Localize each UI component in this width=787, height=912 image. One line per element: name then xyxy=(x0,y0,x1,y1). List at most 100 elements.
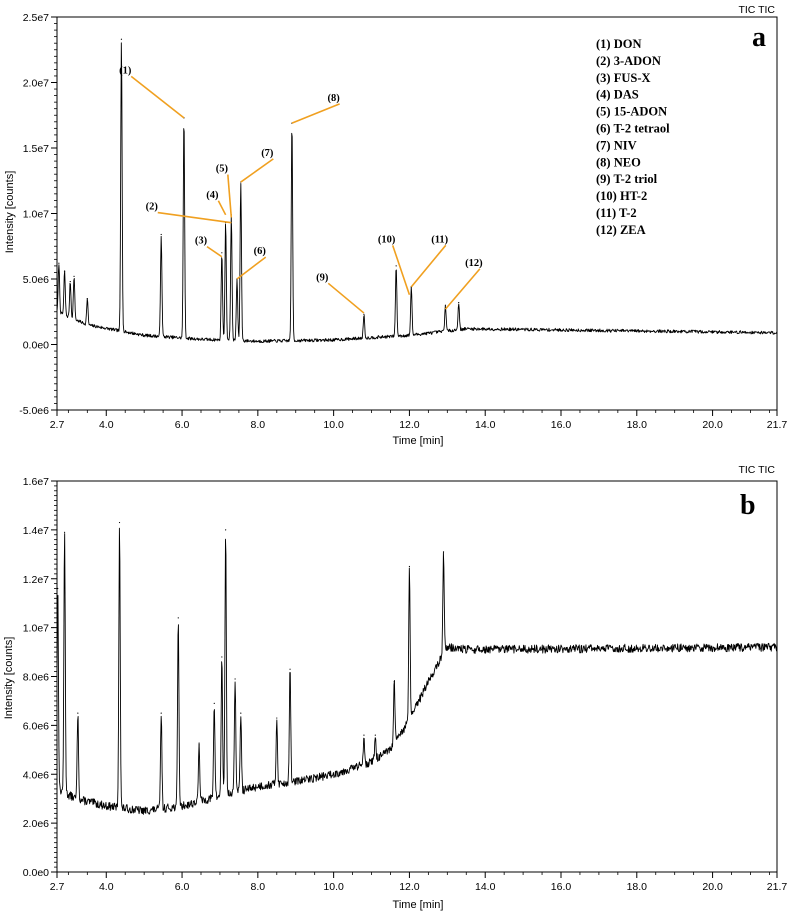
chart-a: TIC TIC a Time [min] Intensity [counts] … xyxy=(4,4,787,447)
y-tick-label: 1.5e7 xyxy=(23,143,49,155)
x-axis-label: Time [min] xyxy=(393,899,444,911)
peak-label: (7) xyxy=(261,148,274,159)
peak-point xyxy=(177,617,179,619)
x-tick-label: 16.0 xyxy=(551,881,572,893)
peak-label: (9) xyxy=(316,272,329,283)
chart-header: TIC TIC xyxy=(738,464,775,476)
y-tick-label: 6.0e6 xyxy=(23,720,49,732)
tic-trace xyxy=(56,527,778,815)
panel-label: a xyxy=(752,22,766,53)
peak-point xyxy=(160,712,162,714)
x-tick-label: 20.0 xyxy=(702,881,723,893)
legend-entry: (1) DON xyxy=(596,37,641,51)
peak-point xyxy=(374,734,376,736)
legend-entry: (5) 15-ADON xyxy=(596,105,667,119)
peak-leader-line xyxy=(236,256,267,280)
peak-point xyxy=(240,712,242,714)
peak-label: (10) xyxy=(378,234,396,245)
peak-point xyxy=(160,233,162,236)
peak-point xyxy=(393,680,395,682)
peak-point xyxy=(221,656,223,658)
legend-entry: (12) ZEA xyxy=(596,223,646,237)
y-tick-label: 0.0e0 xyxy=(23,867,49,879)
peak-point xyxy=(120,38,123,40)
peak-point xyxy=(69,281,71,283)
peak-leader-line xyxy=(130,75,185,119)
peak-leader-line xyxy=(217,200,227,216)
peak-point xyxy=(234,678,236,680)
y-tick-label: 8.0e6 xyxy=(23,672,49,684)
peak-point xyxy=(73,275,75,277)
peak-point xyxy=(442,551,445,553)
peak-leader-line xyxy=(410,244,447,288)
peak-point xyxy=(289,668,291,670)
x-tick-label: 6.0 xyxy=(175,419,190,431)
x-tick-label: 8.0 xyxy=(251,881,266,893)
peak-point xyxy=(408,565,411,568)
peak-point xyxy=(363,734,365,736)
y-tick-label: -5.0e6 xyxy=(19,405,49,417)
peak-leader-line xyxy=(206,245,223,258)
peak-point xyxy=(63,270,66,272)
peak-label: (8) xyxy=(328,93,341,104)
tic-trace xyxy=(56,42,778,343)
peak-point xyxy=(57,587,59,590)
peak-leader-line xyxy=(227,174,233,218)
x-tick-label: 4.0 xyxy=(99,419,114,431)
x-tick-label: 8.0 xyxy=(251,419,266,431)
y-tick-label: 1.6e7 xyxy=(23,476,49,488)
x-tick-label: 12.0 xyxy=(399,419,420,431)
peak-point xyxy=(213,702,215,704)
panel-label: b xyxy=(740,490,756,521)
y-tick-label: 0.0e0 xyxy=(23,340,49,352)
peak-label: (5) xyxy=(216,164,229,175)
peak-leader-line xyxy=(291,103,340,124)
x-tick-label: 6.0 xyxy=(175,881,190,893)
peak-leader-line xyxy=(444,268,481,310)
x-tick-label: 20.0 xyxy=(702,419,723,431)
legend-entry: (2) 3-ADON xyxy=(596,54,661,68)
x-axis-label: Time [min] xyxy=(393,435,444,447)
x-tick-label: 4.0 xyxy=(99,881,114,893)
y-tick-label: 1.4e7 xyxy=(23,525,49,537)
peak-label: (3) xyxy=(195,236,208,247)
x-tick-label: 16.0 xyxy=(551,419,572,431)
legend-entry: (10) HT-2 xyxy=(596,189,647,203)
y-tick-label: 2.0e6 xyxy=(23,818,49,830)
peak-point xyxy=(118,521,121,524)
x-tick-label: 14.0 xyxy=(475,419,496,431)
peak-point xyxy=(458,301,460,304)
chart-b: TIC TIC b Time [min] Intensity [counts] … xyxy=(3,464,787,911)
x-tick-label: 10.0 xyxy=(323,419,344,431)
peak-point xyxy=(225,529,227,531)
peak-point xyxy=(444,304,447,306)
peak-label: (11) xyxy=(431,234,448,245)
legend-entry: (11) T-2 xyxy=(596,206,637,220)
y-tick-label: 1.0e7 xyxy=(23,209,49,221)
x-tick-label: 21.7 xyxy=(767,881,787,893)
peak-label: (6) xyxy=(254,246,267,257)
legend-entry: (4) DAS xyxy=(596,88,639,102)
peak-label: (4) xyxy=(206,190,219,201)
x-tick-label: 2.7 xyxy=(50,419,65,431)
peak-point xyxy=(276,717,278,719)
legend-entry: (7) NIV xyxy=(596,138,637,152)
y-tick-label: 1.2e7 xyxy=(23,574,49,586)
peak-point xyxy=(86,298,88,300)
x-tick-label: 12.0 xyxy=(399,881,420,893)
x-tick-label: 18.0 xyxy=(627,881,648,893)
y-tick-label: 2.5e7 xyxy=(23,12,49,24)
x-tick-label: 18.0 xyxy=(627,419,648,431)
peak-leader-line xyxy=(327,282,365,314)
legend-entry: (3) FUS-X xyxy=(596,71,651,85)
legend-entry: (6) T-2 tetraol xyxy=(596,122,670,136)
y-axis-label: Intensity [counts] xyxy=(4,171,16,254)
legend-entry: (9) T-2 triol xyxy=(596,172,658,186)
chart-header: TIC TIC xyxy=(738,4,775,16)
peak-point xyxy=(58,262,60,264)
y-axis-label: Intensity [counts] xyxy=(3,637,15,720)
peak-label: (2) xyxy=(146,202,159,213)
y-tick-label: 5.0e6 xyxy=(23,274,49,286)
peak-label: (12) xyxy=(465,258,483,269)
peak-leader-line xyxy=(391,245,411,295)
